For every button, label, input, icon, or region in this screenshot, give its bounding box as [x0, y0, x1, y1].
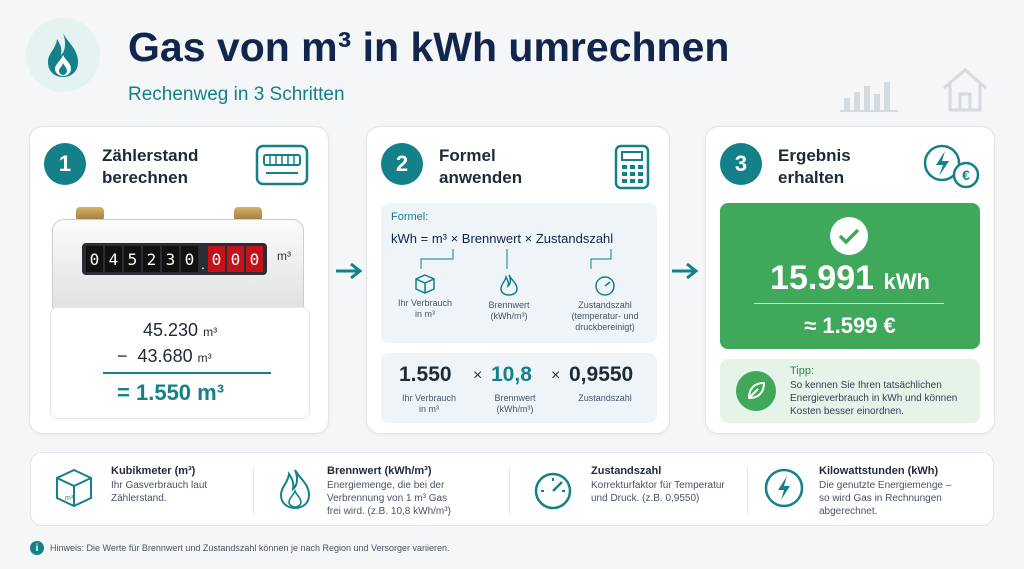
meter-digit: 3	[162, 246, 179, 272]
hint-text: Hinweis: Die Werte für Brennwert und Zus…	[50, 543, 450, 553]
gauge-icon	[534, 472, 572, 510]
meter-unit: m³	[277, 249, 291, 263]
glossary-divider	[253, 467, 254, 515]
meter-digit: 4	[105, 246, 122, 272]
cube-icon: m³	[56, 468, 92, 508]
formula-item-calorific-value: Brennwert (kWh/m³)	[479, 273, 539, 322]
step-card-result: 3 Ergebnis erhalten € 15.991 kWh ≈ 1.599…	[705, 126, 995, 434]
glossary-bar: m³ Kubikmeter (m³) Ihr Gasverbrauch laut…	[30, 452, 994, 526]
formula-connector-lines	[420, 249, 612, 269]
meter-digit: 0	[246, 246, 263, 272]
step-number-badge: 1	[44, 143, 86, 185]
glossary-item-kilowatt-hours: Kilowattstunden (kWh) Die genutzte Energ…	[763, 453, 988, 527]
reading-previous: − 43.680 m³	[117, 346, 212, 366]
value-label: Ihr Verbrauch in m³	[401, 393, 457, 414]
calculator-icon	[614, 144, 650, 190]
values-panel: 1.550 × 10,8 × 0,9550 Ihr Verbrauch in m…	[381, 353, 657, 423]
value-calorific: 10,8	[491, 363, 532, 386]
flame-icon	[48, 33, 78, 77]
calculation-divider	[103, 372, 271, 374]
meter-connector	[76, 207, 104, 221]
gas-flame-logo	[26, 18, 100, 92]
flame-icon	[500, 274, 518, 296]
arrow-right-icon	[336, 262, 363, 280]
house-decoration-icon	[943, 68, 987, 112]
subtraction-calculation: 45.230 m³ − 43.680 m³ = 1.550 m³	[50, 307, 310, 419]
step-card-formula: 2 Formel anwenden Formel: kWh = m³ × Bre…	[366, 126, 670, 434]
result-cost: ≈ 1.599 €	[804, 313, 896, 338]
formula-label: Formel:	[391, 211, 429, 223]
meter-digit: 5	[124, 246, 141, 272]
consumption-result: = 1.550 m³	[117, 380, 225, 405]
bar-chart-decoration-icon	[840, 82, 898, 112]
meter-digit: 2	[143, 246, 160, 272]
formula-text: kWh = m³ × Brennwert × Zustandszahl	[391, 231, 614, 246]
value-volume: 1.550	[399, 363, 452, 386]
tip-text: So kennen Sie Ihren tatsächlichen Energi…	[790, 380, 958, 417]
leaf-icon	[736, 371, 776, 411]
checkmark-icon	[830, 217, 868, 255]
formula-item-state-factor: Zustandszahl (temperatur- und druckberei…	[565, 273, 645, 333]
step-number-badge: 2	[381, 143, 423, 185]
gauge-icon	[595, 276, 615, 296]
meter-connector	[234, 207, 262, 221]
step-number-badge: 3	[720, 143, 762, 185]
result-kwh: 15.991 kWh	[770, 259, 930, 297]
meter-digit: 0	[227, 246, 244, 272]
svg-text:€: €	[962, 167, 970, 183]
glossary-item-state-factor: Zustandszahl Korrekturfaktor für Tempera…	[531, 453, 751, 527]
value-label: Zustandszahl	[578, 393, 632, 403]
formula-item-volume: Ihr Verbrauch in m³	[395, 273, 455, 320]
glossary-item-cubic-meter: m³ Kubikmeter (m³) Ihr Gasverbrauch laut…	[53, 453, 273, 527]
step-title: Formel anwenden	[439, 146, 523, 187]
tip-panel: Tipp: So kennen Sie Ihren tatsächlichen …	[720, 359, 980, 423]
energy-euro-icon: €	[923, 144, 980, 189]
meter-digit: 0	[208, 246, 225, 272]
step-title: Ergebnis erhalten	[778, 146, 851, 187]
hint-footnote: i Hinweis: Die Werte für Brennwert und Z…	[30, 541, 450, 555]
times-operator: ×	[551, 367, 561, 384]
svg-text:m³: m³	[65, 495, 74, 502]
step-title: Zählerstand berechnen	[102, 146, 199, 187]
tip-title: Tipp:	[790, 365, 815, 377]
meter-digit: 0	[86, 246, 103, 272]
value-state-factor: 0,9550	[569, 363, 634, 386]
glossary-item-calorific-value: Brennwert (kWh/m³) Energiemenge, die bei…	[277, 453, 517, 527]
lightning-icon	[764, 468, 804, 508]
result-divider	[754, 303, 944, 304]
meter-digit: 0	[181, 246, 198, 272]
cube-icon	[415, 274, 435, 294]
result-panel: 15.991 kWh ≈ 1.599 €	[720, 203, 980, 349]
times-operator: ×	[473, 367, 483, 384]
formula-panel: Formel: kWh = m³ × Brennwert × Zustandsz…	[381, 203, 657, 343]
glossary-divider	[509, 467, 510, 515]
page-subtitle: Rechenweg in 3 Schritten	[128, 84, 345, 105]
flame-icon	[279, 469, 311, 510]
page-title: Gas von m³ in kWh umrechnen	[128, 24, 730, 70]
info-icon: i	[30, 541, 44, 555]
value-label: Brennwert (kWh/m³)	[494, 393, 536, 414]
glossary-divider	[747, 467, 748, 515]
reading-current: 45.230 m³	[143, 320, 218, 340]
meter-icon	[255, 144, 309, 186]
meter-digit: .	[201, 256, 205, 272]
arrow-right-icon	[672, 262, 699, 280]
